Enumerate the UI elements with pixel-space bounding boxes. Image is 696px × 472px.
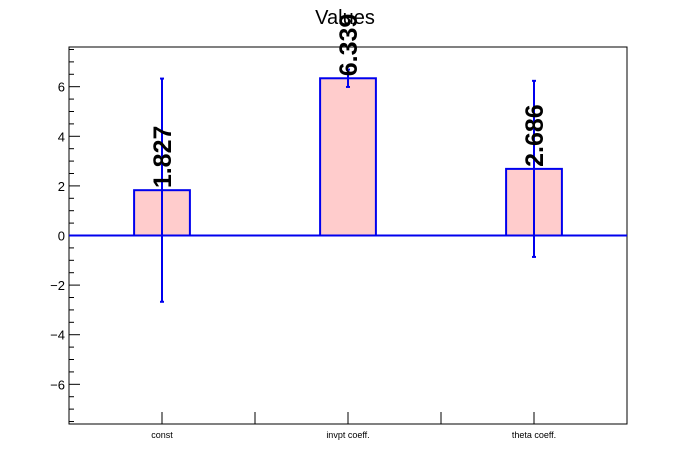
y-tick-label: −4 xyxy=(50,328,65,343)
value-labels: 1.827 6.339 2.686 xyxy=(149,14,549,188)
x-axis xyxy=(68,412,628,424)
y-tick-label: −2 xyxy=(50,278,65,293)
value-label: 6.339 xyxy=(335,14,363,77)
error-bars-layer xyxy=(160,68,536,303)
bar-invpt-coeff- xyxy=(319,77,377,237)
y-tick-label: 6 xyxy=(58,80,65,95)
value-label: 2.686 xyxy=(521,104,549,167)
y-tick-label: 4 xyxy=(58,129,65,144)
y-tick-label: 2 xyxy=(58,179,65,194)
category-labels: const invpt coeff. theta coeff. xyxy=(151,430,556,440)
category-label: invpt coeff. xyxy=(326,430,369,440)
category-label: const xyxy=(151,430,173,440)
category-label: theta coeff. xyxy=(512,430,556,440)
bars-layer xyxy=(133,77,563,237)
y-tick-label: 0 xyxy=(58,229,65,244)
chart-title: Values xyxy=(315,7,375,29)
value-label: 1.827 xyxy=(149,126,177,189)
y-tick-label: −6 xyxy=(50,377,65,392)
